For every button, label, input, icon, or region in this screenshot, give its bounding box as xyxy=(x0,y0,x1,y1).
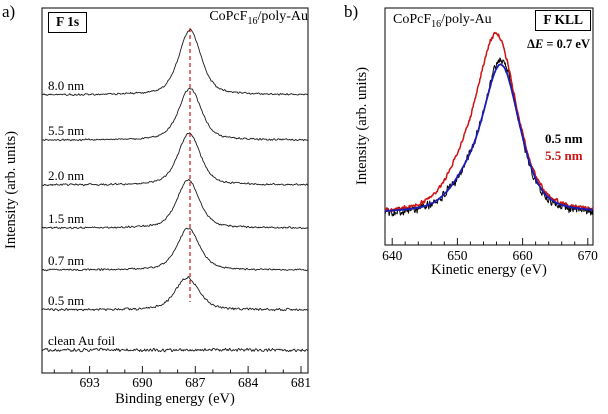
x-tick-label: 681 xyxy=(290,375,312,390)
spectrum-curve xyxy=(41,132,309,187)
spectrum-curve xyxy=(41,347,309,353)
x-tick-label: 640 xyxy=(382,248,403,263)
sample-label-a-pre: CoPcF xyxy=(209,9,248,24)
panel-b: b) CoPcF16/poly-Au F KLL ΔE = 0.7 eV 0.5… xyxy=(340,0,608,414)
plot-frame xyxy=(384,7,594,246)
x-tick-label: 660 xyxy=(512,248,533,263)
sample-label-b-pre: CoPcF xyxy=(393,12,432,27)
panel-b-plot-svg xyxy=(384,7,594,246)
series-thickness-label: 0.7 nm xyxy=(48,253,85,269)
panel-a-plot-svg xyxy=(41,7,309,374)
panel-b-x-axis-label: Kinetic energy (eV) xyxy=(431,262,547,278)
x-tick-label: 650 xyxy=(447,248,468,263)
energy-variable: E xyxy=(534,37,544,51)
panel-b-tag: b) xyxy=(344,2,359,21)
x-tick-label: 693 xyxy=(79,375,100,390)
spectrum-curve xyxy=(41,178,309,230)
panel-a-x-axis-label: Binding energy (eV) xyxy=(115,391,235,407)
region-label-box-fkll: F KLL xyxy=(535,10,591,31)
delta-e-value: = 0.7 eV xyxy=(543,37,590,51)
sample-label-a: CoPcF16/poly-Au xyxy=(209,9,308,27)
plot-frame xyxy=(41,7,309,374)
panel-a-tag: a) xyxy=(2,2,16,21)
spectrum-curve xyxy=(41,88,309,142)
x-tick-label: 670 xyxy=(577,248,598,263)
spectrum-curve xyxy=(41,227,309,272)
delta-e-annotation: ΔE = 0.7 eV xyxy=(527,37,590,52)
sample-label-b: CoPcF16/poly-Au xyxy=(393,12,492,30)
panel-a: a) F 1s CoPcF16/poly-Au Intensity (arb. … xyxy=(2,2,312,407)
delta-symbol: Δ xyxy=(527,37,535,51)
series-thickness-label: 5.5 nm xyxy=(48,123,85,139)
sample-label-a-sub: 16 xyxy=(247,15,258,27)
sample-label-b-post: /poly-Au xyxy=(441,12,492,27)
spectrum-curve xyxy=(41,28,309,96)
spectrum-curve xyxy=(41,276,309,312)
legend-entry-0.5nm: 0.5 nm xyxy=(545,131,583,146)
series-thickness-label: clean Au foil xyxy=(48,333,116,348)
legend-entry-5.5nm: 5.5 nm xyxy=(545,148,583,163)
sample-label-a-post: /poly-Au xyxy=(257,9,308,24)
series-thickness-label: 1.5 nm xyxy=(48,211,85,227)
series-thickness-label: 8.0 nm xyxy=(48,77,85,93)
region-label-box-f1s: F 1s xyxy=(48,12,88,33)
panel-b-y-axis-label: Intensity (arb. units) xyxy=(354,67,370,185)
x-tick-label: 690 xyxy=(132,375,153,390)
x-tick-label: 684 xyxy=(237,375,259,390)
x-tick-label: 687 xyxy=(185,375,206,390)
spectrum-curve xyxy=(384,31,594,213)
series-thickness-label: 2.0 nm xyxy=(48,168,85,183)
panel-a-y-axis-label: Intensity (arb. units) xyxy=(3,131,19,249)
series-thickness-label: 0.5 nm xyxy=(48,292,85,308)
sample-label-b-sub: 16 xyxy=(431,18,442,30)
spectrum-curve xyxy=(384,63,594,213)
